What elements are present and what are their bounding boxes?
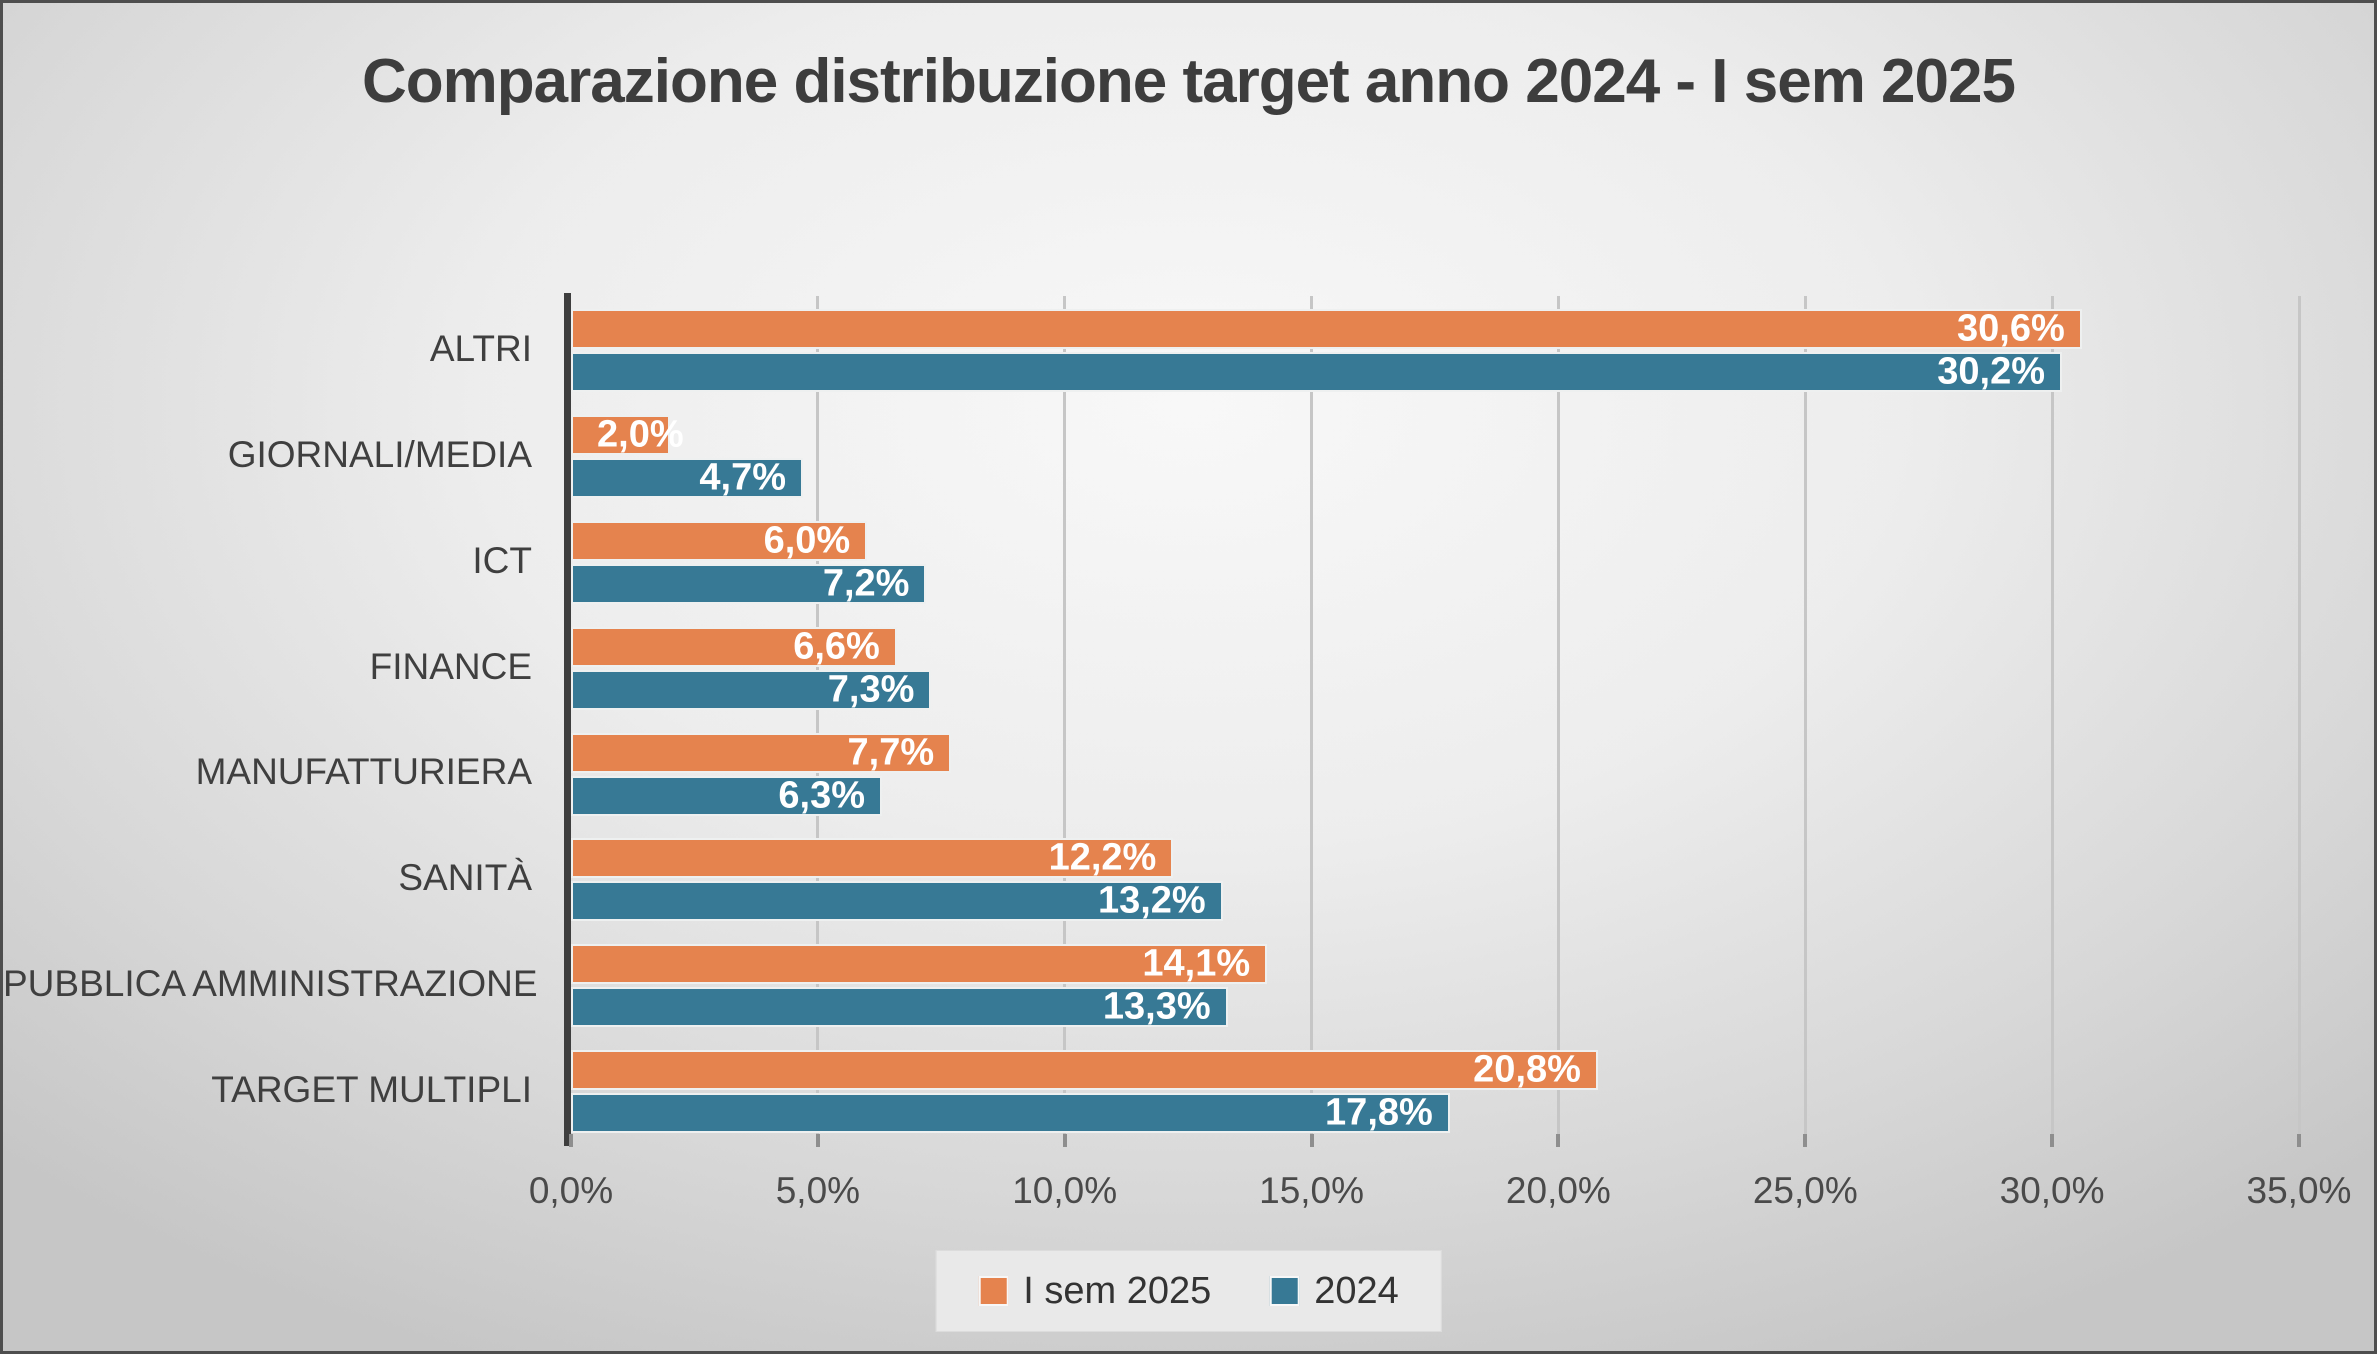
gridline (1310, 296, 1314, 1134)
bar-row: 6,6% 7,3% (571, 614, 2299, 720)
bar-i-sem-2025: 12,2% (571, 836, 1174, 879)
x-axis-tick-mark (815, 1134, 820, 1147)
gridline (1556, 296, 1560, 1134)
bar-2024: 4,7% (571, 456, 804, 499)
x-axis-tick-label: 0,0% (528, 1170, 614, 1211)
bar-2024: 7,2% (571, 562, 927, 605)
category-label: TARGET MULTIPLI (211, 1069, 532, 1111)
category-label: MANUFATTURIERA (195, 751, 532, 793)
bar-2024: 17,8% (571, 1091, 1450, 1134)
bar-value-label: 17,8% (1325, 1091, 1433, 1134)
bar-value-label: 7,3% (827, 668, 915, 711)
category-label: FINANCE (369, 645, 532, 687)
category-label: ALTRI (429, 327, 532, 369)
category-label: ICT (472, 539, 532, 581)
x-axis-tick-mark (569, 1134, 573, 1147)
category-label: SANITÀ (398, 857, 532, 899)
bar-row: 30,6% 30,2% (571, 296, 2299, 402)
x-axis-tick-mark (1803, 1134, 1808, 1147)
bar-value-label: 4,7% (699, 456, 787, 499)
x-axis-tick-mark (2297, 1134, 2301, 1147)
legend: I sem 2025 2024 (935, 1250, 1442, 1332)
category-axis-labels: ALTRI GIORNALI/MEDIA ICT FINANCE MANUFATTURI… (3, 296, 538, 1143)
bar-i-sem-2025: 2,0% (571, 413, 684, 455)
legend-label-2024: 2024 (1314, 1269, 1399, 1312)
x-axis-tick-label: 35,0% (2246, 1170, 2352, 1211)
x-axis-tick-label: 20,0% (1505, 1170, 1611, 1211)
bar-i-sem-2025: 7,7% (571, 731, 952, 773)
x-axis-tick-label: 30,0% (1999, 1170, 2105, 1211)
x-axis-tick-label: 10,0% (1012, 1170, 1118, 1211)
bar-value-label: 20,8% (1473, 1048, 1581, 1091)
category-label: PUBBLICA AMMINISTRAZIONE (3, 963, 538, 1005)
bar-row: 20,8% 17,8% (571, 1037, 2299, 1143)
bar-i-sem-2025: 6,0% (571, 519, 868, 562)
x-axis-tick-mark (1309, 1134, 1314, 1147)
x-axis-tick-mark (1062, 1134, 1067, 1147)
bar-2024: 30,2% (571, 350, 2063, 393)
gridline (2050, 296, 2054, 1134)
x-axis-tick-label: 25,0% (1752, 1170, 1858, 1211)
bar-row: 2,0% 4,7% (571, 402, 2299, 508)
legend-item-i-sem-2025: I sem 2025 (978, 1270, 1211, 1313)
legend-swatch-i-sem-2025-icon (978, 1276, 1009, 1306)
chart-title: Comparazione distribuzione target anno 2… (362, 47, 2016, 116)
legend-label-i-sem-2025: I sem 2025 (1023, 1269, 1212, 1312)
bar-value-label: 7,2% (822, 562, 910, 605)
bar-value-label: 12,2% (1048, 836, 1157, 879)
x-axis-tick-mark (1556, 1134, 1561, 1147)
legend-item-2024: 2024 (1269, 1270, 1399, 1313)
bar-i-sem-2025: 30,6% (571, 307, 2082, 350)
gridline (2297, 296, 2301, 1134)
bar-row: 6,0% 7,2% (571, 508, 2299, 614)
bar-row: 12,2% 13,2% (571, 825, 2299, 931)
gridline (1063, 296, 1067, 1134)
bar-value-label: 6,6% (793, 625, 880, 668)
bar-value-label: 30,2% (1937, 350, 2046, 393)
bar-value-label: 13,3% (1102, 985, 1211, 1028)
bar-value-label: 2,0% (597, 413, 684, 456)
bar-2024: 13,2% (571, 879, 1223, 922)
bar-i-sem-2025: 6,6% (571, 625, 897, 668)
bar-2024: 7,3% (571, 668, 932, 711)
bar-value-label: 14,1% (1142, 942, 1251, 985)
legend-swatch-2024-icon (1269, 1276, 1300, 1306)
bar-row: 14,1% 13,3% (571, 931, 2299, 1037)
gridline (1803, 296, 1807, 1134)
bar-value-label: 6,3% (778, 774, 866, 816)
gridline (816, 296, 820, 1134)
bar-value-label: 30,6% (1957, 307, 2065, 350)
bar-value-label: 7,7% (847, 731, 935, 773)
plot-area: 0,0% 5,0% 10,0% 15,0% 20,0% 25,0% 30,0% 35,0% 30… (529, 293, 2351, 1211)
bar-value-label: 13,2% (1097, 879, 1206, 922)
bar-2024: 13,3% (571, 985, 1228, 1028)
bar-i-sem-2025: 14,1% (571, 942, 1268, 985)
category-label: GIORNALI/MEDIA (227, 433, 532, 475)
bar-2024: 6,3% (571, 774, 883, 816)
x-axis-tick-mark (2050, 1134, 2055, 1147)
bar-value-label: 6,0% (763, 519, 851, 562)
bar-i-sem-2025: 20,8% (571, 1048, 1598, 1091)
x-axis-tick-label: 15,0% (1259, 1170, 1365, 1211)
x-axis-tick-label: 5,0% (775, 1170, 861, 1211)
y-axis-line (564, 293, 571, 1146)
bar-row: 7,7% 6,3% (571, 720, 2299, 826)
